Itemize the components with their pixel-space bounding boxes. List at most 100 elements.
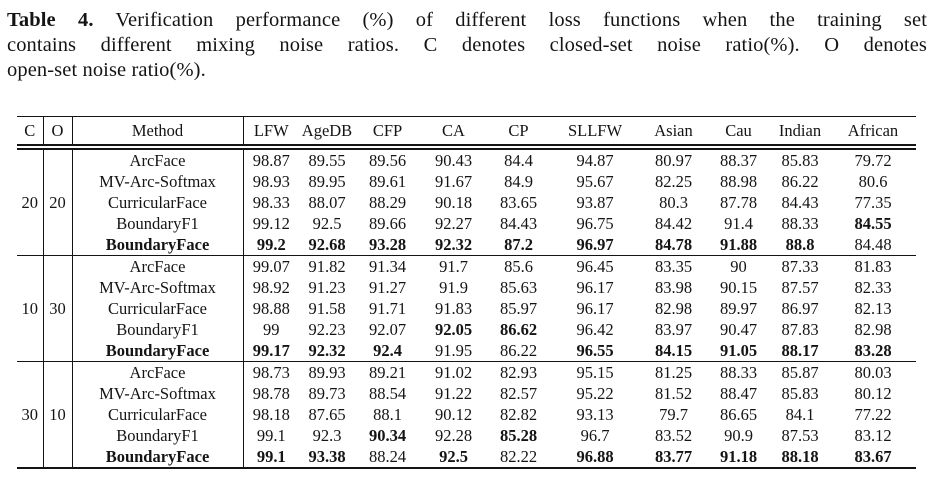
- method-cell: CurricularFace: [72, 404, 244, 425]
- value-cell-cp: 85.6: [504, 256, 533, 276]
- paper-page: Table 4. Verification performance (%) of…: [0, 8, 935, 478]
- value-cell-lfw: 98.78: [252, 383, 290, 403]
- value-cell-african: 77.35: [854, 192, 892, 212]
- value-cell-lfw: 99: [263, 319, 280, 339]
- value-cell-cfp: 93.28: [355, 234, 420, 256]
- value-cell-asian: 82.25: [654, 171, 693, 191]
- value-cell-african: 81.83: [854, 256, 892, 276]
- value-cell-cau: 87.78: [719, 192, 758, 212]
- value-cell-cau: 88.37: [719, 150, 758, 170]
- value-cell-asian: 80.3: [659, 192, 688, 212]
- value-cell-african: 80.03: [854, 362, 892, 382]
- table-row-boundaryface: BoundaryFace 99.2 92.68 93.28 92.32 87.2 96.97…: [17, 234, 916, 256]
- table-row-mv-arc-softmax: MV-Arc-Softmax 98.78 89.73 88.54 91.22 82.57 9…: [17, 383, 916, 404]
- method-cell: BoundaryF1: [72, 319, 244, 340]
- caption-line-2: contains different mixing noise ratios. …: [7, 34, 927, 56]
- value-cell-indian: 85.87: [781, 362, 819, 382]
- value-cell-indian: 85.83: [781, 383, 819, 403]
- value-cell-indian: 87.33: [781, 256, 819, 276]
- method-cell: CurricularFace: [72, 192, 244, 213]
- value-cell-agedb: 91.82: [308, 256, 346, 276]
- value-cell-african: 84.55: [854, 213, 892, 233]
- value-cell-african: 83.28: [830, 340, 916, 362]
- value-cell-sllfw: 94.87: [576, 150, 614, 170]
- method-cell: BoundaryF1: [72, 213, 244, 234]
- value-cell-cfp: 91.34: [368, 256, 407, 276]
- value-cell-lfw: 98.73: [252, 362, 290, 382]
- value-cell-cp: 85.97: [499, 298, 538, 318]
- value-cell-asian: 83.98: [654, 277, 693, 297]
- value-cell-cau: 91.05: [707, 340, 770, 362]
- value-cell-cfp: 92.07: [368, 319, 407, 339]
- value-cell-asian: 82.98: [654, 298, 693, 318]
- value-cell-african: 77.22: [854, 404, 892, 424]
- value-cell-indian: 87.83: [781, 319, 819, 339]
- value-cell-ca: 92.32: [420, 234, 487, 256]
- value-cell-cfp: 91.71: [368, 298, 407, 318]
- value-cell-agedb: 92.23: [308, 319, 346, 339]
- value-cell-lfw: 99.1: [256, 425, 286, 445]
- method-cell: MV-Arc-Softmax: [72, 383, 244, 404]
- value-cell-cfp: 88.29: [368, 192, 407, 212]
- method-cell: MV-Arc-Softmax: [72, 277, 244, 298]
- value-cell-cfp: 92.4: [355, 340, 420, 362]
- value-cell-cfp: 90.34: [368, 425, 407, 445]
- value-cell-agedb: 87.65: [308, 404, 346, 424]
- table-row-boundaryf1: BoundaryF1 99 92.23 92.07 92.05 86.62 96.42 83.…: [17, 319, 916, 340]
- method-cell: CurricularFace: [72, 298, 244, 319]
- value-cell-ca: 91.83: [434, 298, 473, 318]
- value-cell-asian: 83.35: [654, 256, 693, 276]
- table-row-boundaryface: BoundaryFace 99.1 93.38 88.24 92.5 82.22 96.88…: [17, 446, 916, 469]
- value-cell-cp: 82.22: [487, 446, 550, 469]
- value-cell-agedb: 92.68: [299, 234, 355, 256]
- method-cell: BoundaryFace: [72, 446, 244, 469]
- value-cell-african: 83.12: [854, 425, 892, 445]
- table-caption: Table 4. Verification performance (%) of…: [7, 8, 927, 83]
- value-cell-agedb: 91.58: [308, 298, 346, 318]
- value-cell-sllfw: 96.75: [576, 213, 614, 233]
- value-cell-african: 80.6: [858, 171, 888, 191]
- value-cell-asian: 81.52: [654, 383, 693, 403]
- value-cell-cau: 91.88: [707, 234, 770, 256]
- value-cell-sllfw: 96.42: [576, 319, 614, 339]
- value-cell-lfw: 98.18: [252, 404, 290, 424]
- open-set-noise-ratio: 20: [43, 147, 73, 256]
- value-cell-lfw: 99.12: [252, 213, 290, 233]
- value-cell-cp: 86.62: [499, 319, 538, 339]
- value-cell-african: 79.72: [854, 150, 892, 170]
- col-header-cau: Cau: [707, 116, 770, 150]
- value-cell-cp: 86.22: [487, 340, 550, 362]
- value-cell-ca: 90.12: [434, 404, 473, 424]
- value-cell-african: 82.33: [854, 277, 892, 297]
- value-cell-lfw: 99.07: [252, 256, 290, 276]
- value-cell-agedb: 92.5: [312, 213, 342, 233]
- table-row-mv-arc-softmax: MV-Arc-Softmax 98.92 91.23 91.27 91.9 85.63 96…: [17, 277, 916, 298]
- value-cell-sllfw: 96.17: [576, 298, 614, 318]
- value-cell-agedb: 91.23: [308, 277, 346, 297]
- value-cell-cp: 82.82: [499, 404, 538, 424]
- col-header-o: O: [43, 116, 73, 150]
- value-cell-lfw: 99.1: [243, 446, 299, 469]
- value-cell-cp: 82.93: [499, 362, 538, 382]
- value-cell-cau: 90.9: [724, 425, 753, 445]
- method-cell: ArcFace: [72, 361, 244, 383]
- value-cell-african: 80.12: [854, 383, 892, 403]
- value-cell-cp: 83.65: [499, 192, 538, 212]
- col-header-c: C: [17, 116, 44, 150]
- col-header-cfp: CFP: [355, 116, 420, 150]
- caption-line-3: open-set noise ratio(%).: [7, 59, 206, 81]
- table-row-mv-arc-softmax: MV-Arc-Softmax 98.93 89.95 89.61 91.67 84.9 95…: [17, 171, 916, 192]
- value-cell-agedb: 89.73: [308, 383, 346, 403]
- value-cell-african: 82.98: [854, 319, 892, 339]
- value-cell-cau: 88.98: [719, 171, 758, 191]
- value-cell-asian: 84.15: [640, 340, 707, 362]
- method-cell: MV-Arc-Softmax: [72, 171, 244, 192]
- col-header-agedb: AgeDB: [299, 116, 355, 150]
- method-cell: ArcFace: [72, 147, 244, 171]
- value-cell-sllfw: 93.13: [576, 404, 614, 424]
- value-cell-indian: 88.17: [770, 340, 830, 362]
- method-cell: BoundaryF1: [72, 425, 244, 446]
- col-header-method: Method: [72, 116, 244, 150]
- value-cell-asian: 84.78: [640, 234, 707, 256]
- value-cell-ca: 92.05: [434, 319, 473, 339]
